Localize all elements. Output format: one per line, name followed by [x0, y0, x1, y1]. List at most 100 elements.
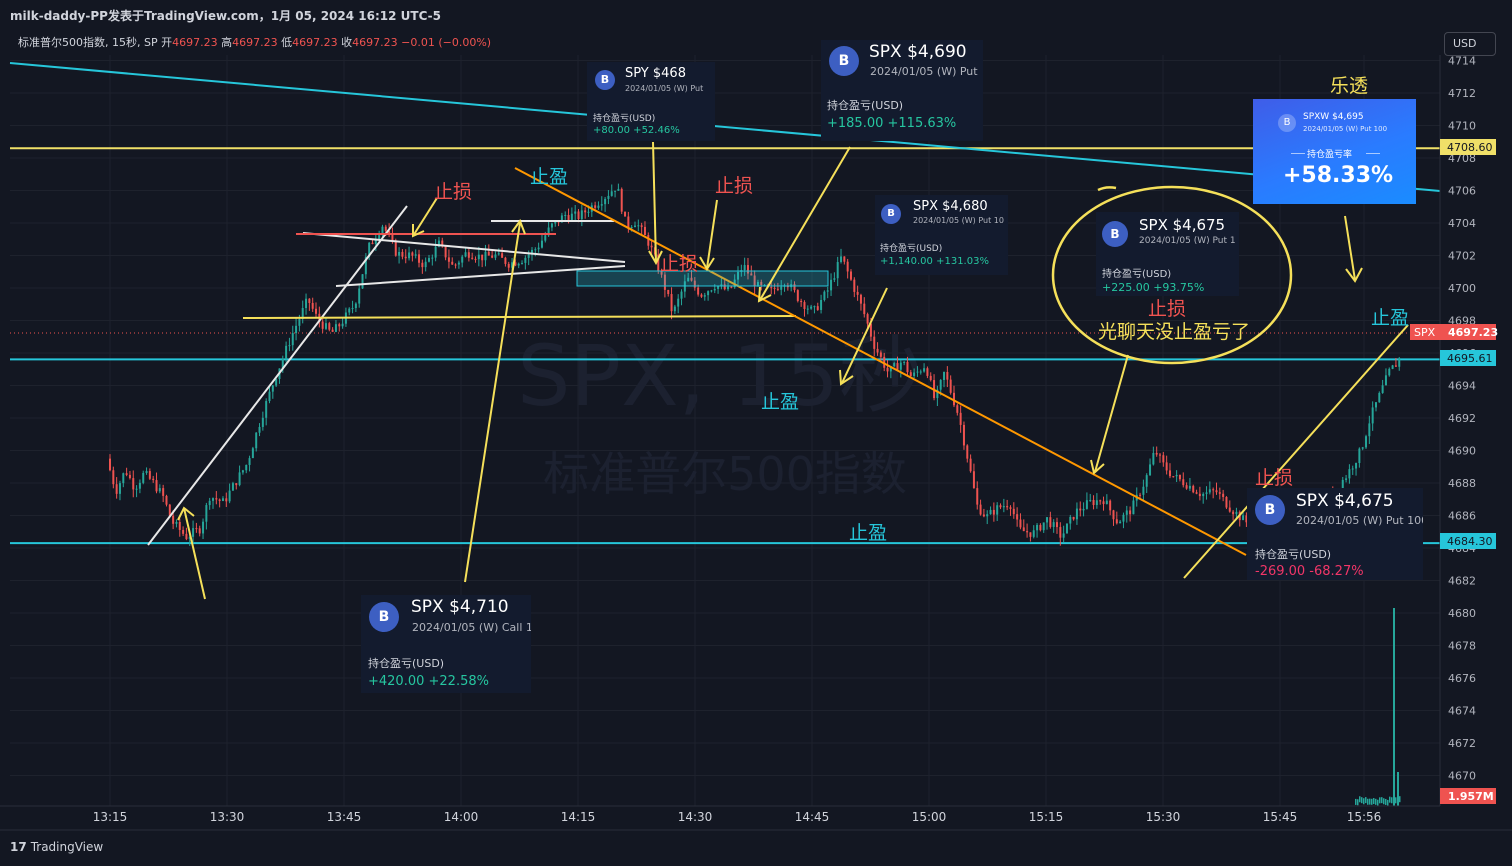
- big-card-label: 持仓盈亏率: [1307, 150, 1353, 160]
- y-tick-label: 4710: [1448, 120, 1476, 133]
- candle-body: [1145, 475, 1148, 487]
- y-tick-label: 4688: [1448, 477, 1476, 490]
- candle-body: [138, 482, 141, 489]
- candle-body: [1215, 490, 1218, 493]
- arrow-3: [464, 222, 521, 583]
- tradingview-footer[interactable]: 17 TradingView: [10, 840, 103, 854]
- candle-body: [192, 528, 195, 537]
- candle-body: [418, 254, 421, 263]
- tradingview-logo-icon: 17: [10, 840, 27, 854]
- candle-body: [1032, 530, 1035, 537]
- candle-body: [394, 240, 397, 256]
- candle-body: [1225, 496, 1228, 508]
- card-title: SPX $4,680: [913, 199, 988, 214]
- currency-button[interactable]: USD: [1444, 32, 1496, 56]
- candle-body: [1099, 500, 1102, 502]
- candle-body: [467, 252, 470, 258]
- candle-body: [883, 356, 886, 368]
- candle-body: [996, 505, 999, 515]
- candle-body: [580, 210, 583, 220]
- card-spx4675a: B SPX $4,675 2024/01/05 (W) Put 1 持仓盈亏(U…: [1096, 212, 1239, 296]
- card-spx4710: B SPX $4,710 2024/01/05 (W) Call 1 持仓盈亏(…: [361, 595, 531, 693]
- arrow-4: [652, 141, 657, 263]
- candle-body: [627, 216, 630, 228]
- card-label: 持仓盈亏(USD): [368, 657, 445, 670]
- candle-body: [634, 225, 637, 228]
- candle-body: [1391, 365, 1394, 369]
- candle-body: [427, 258, 430, 262]
- candle-body: [511, 262, 514, 268]
- candle-body: [560, 215, 563, 223]
- candle-body: [936, 389, 939, 399]
- candle-body: [384, 226, 387, 231]
- candle-body: [813, 306, 816, 308]
- arrow-6-head: [757, 286, 772, 303]
- candle-body: [178, 521, 181, 530]
- legend-symbol: 标准普尔500指数, 15秒, SP: [18, 36, 158, 49]
- candle-body: [873, 336, 876, 349]
- candle-body: [215, 498, 218, 500]
- candle-body: [251, 448, 254, 459]
- candle-body: [1139, 494, 1142, 496]
- candle-body: [1165, 462, 1168, 471]
- trendline-yellow-up: [1183, 324, 1409, 579]
- candle-body: [109, 458, 111, 471]
- stop-loss-label-3: 止损: [660, 253, 698, 275]
- candle-body: [986, 514, 989, 517]
- candle-body: [1175, 474, 1178, 477]
- candle-body: [175, 521, 178, 524]
- card-title: SPX $4,675: [1139, 216, 1226, 234]
- legend-close-label: 收: [341, 36, 353, 49]
- card-badge: B: [1255, 495, 1285, 525]
- candle-body: [879, 352, 882, 357]
- candle-body: [856, 291, 859, 295]
- chart-header-title: milk-daddy-PP发表于TradingView.com，1月 05, 2…: [10, 9, 441, 23]
- candle-body: [1079, 508, 1082, 511]
- arrow-1-head: [177, 506, 195, 521]
- candle-body: [1019, 519, 1022, 528]
- candle-body: [268, 391, 271, 402]
- y-tick-label: 4676: [1448, 672, 1476, 685]
- candle-body: [414, 254, 417, 256]
- y-tick-label: 4708: [1448, 152, 1476, 165]
- candle-body: [866, 314, 869, 324]
- candle-body: [388, 230, 391, 235]
- candle-body: [441, 240, 444, 246]
- big-card-subtitle: 2024/01/05 (W) Put 100: [1303, 125, 1388, 133]
- volume-bar: [1397, 772, 1399, 806]
- candle-body: [457, 262, 460, 265]
- candle-body: [142, 472, 145, 483]
- candle-body: [311, 302, 314, 309]
- candle-body: [677, 298, 680, 307]
- candle-body: [959, 412, 962, 425]
- candle-body: [1185, 485, 1188, 489]
- candle-body: [1049, 517, 1052, 527]
- volume-bar: [1365, 797, 1367, 804]
- time-axis: 13:15 13:30 13:45 14:00 14:15 14:30 14:45 15:00…: [93, 810, 1382, 824]
- candle-body: [889, 366, 892, 372]
- candle-body: [245, 464, 248, 471]
- arrow-1: [183, 507, 206, 600]
- big-card-badge: B: [1278, 114, 1296, 132]
- chat-note-label: 光聊天没止盈亏了: [1098, 321, 1250, 343]
- candle-body: [1355, 463, 1358, 469]
- candle-body: [1105, 500, 1108, 505]
- candle-body: [1109, 500, 1112, 511]
- y-tick-label: 4702: [1448, 250, 1476, 263]
- y-tick-label: 4692: [1448, 412, 1476, 425]
- candle-body: [182, 529, 185, 534]
- candle-body: [391, 234, 394, 241]
- candle-body: [972, 471, 975, 489]
- candle-body: [952, 392, 955, 406]
- candle-body: [1192, 485, 1195, 493]
- tag-cyan-upper-bg: [1440, 350, 1496, 366]
- annotation-labels: 止损 止盈 止损 止损 止盈 止盈 止损 光聊天没止盈亏了 止损 乐透 止盈: [434, 75, 1409, 544]
- candle-body: [188, 536, 191, 540]
- candle-body: [803, 302, 806, 309]
- tag-volume: 1.957M: [1448, 790, 1494, 803]
- candle-body: [720, 284, 723, 287]
- candle-body: [703, 295, 706, 297]
- y-tick-label: 4678: [1448, 640, 1476, 653]
- candle-body: [1232, 511, 1235, 515]
- card-label: 持仓盈亏(USD): [827, 99, 904, 112]
